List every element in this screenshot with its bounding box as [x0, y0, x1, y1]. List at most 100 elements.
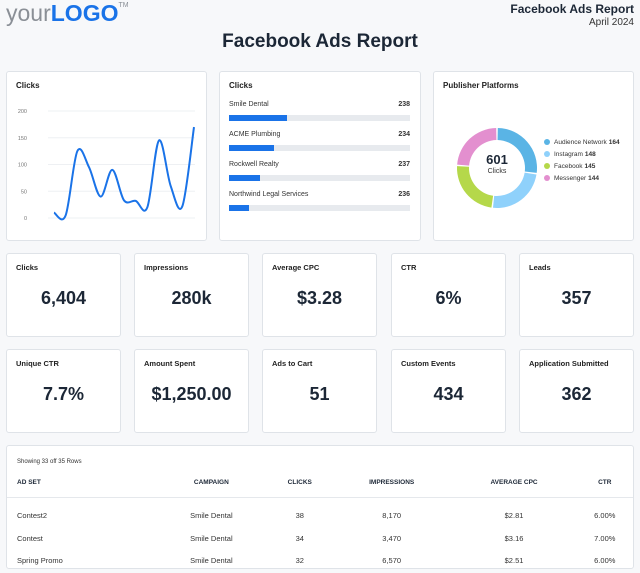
bar-row: ACME Plumbing 234: [229, 131, 410, 151]
line-chart-card: Clicks 200 150 100 50 0: [6, 71, 207, 241]
bar-row: Northwind Legal Services 236: [229, 191, 410, 211]
legend-label: Messenger: [554, 175, 587, 182]
bar-track: [229, 145, 410, 151]
clicks-line: [53, 126, 195, 221]
kpi-label: Clicks: [16, 263, 39, 272]
kpi-card-average-cpc: Average CPC $3.28: [262, 253, 377, 337]
table-cell: 34: [295, 533, 304, 543]
kpi-card-ads-to-cart: Ads to Cart 51: [262, 349, 377, 433]
column-header[interactable]: AD SET: [7, 469, 156, 498]
legend-label: Instagram: [554, 151, 583, 158]
kpi-card-ctr: CTR 6%: [391, 253, 506, 337]
legend-dot: [544, 163, 550, 169]
table-row: Contest Smile Dental 34 3,470 $3.16 7.00%: [7, 527, 633, 549]
column-header[interactable]: CAMPAIGN: [155, 469, 268, 498]
kpi-value: $1,250.00: [151, 384, 232, 404]
kpi-card-unique-ctr: Unique CTR 7.7%: [6, 349, 121, 433]
legend-dot: [544, 151, 550, 157]
donut-chart: [457, 128, 537, 208]
table-cell: 38: [295, 510, 304, 520]
column-header[interactable]: AVERAGE CPC: [451, 469, 577, 498]
table-cell: 8,170: [382, 510, 402, 520]
kpi-value: 51: [309, 384, 330, 404]
bar-row: Smile Dental 238: [229, 101, 410, 121]
kpi-label: Ads to Cart: [272, 359, 313, 368]
bar-value: 234: [398, 131, 410, 138]
bar-track: [229, 175, 410, 181]
bar-fill: [229, 145, 275, 151]
kpi-label: CTR: [401, 263, 417, 272]
table-cell: 6.00%: [594, 510, 616, 520]
bar-fill: [229, 205, 249, 211]
bar-label: Northwind Legal Services: [229, 191, 309, 198]
bar-label: ACME Plumbing: [229, 131, 281, 138]
kpi-card-custom-events: Custom Events 434: [391, 349, 506, 433]
logo: yourLOGOTM: [6, 0, 129, 27]
bar-value: 238: [398, 101, 410, 108]
table-cell: Contest: [17, 533, 43, 543]
legend-value: 145: [584, 163, 596, 170]
legend-value: 144: [588, 175, 600, 182]
bar-chart-card: Clicks Smile Dental 238 ACME Plumbing 234 Ro…: [219, 71, 421, 241]
donut-slice: [457, 128, 497, 166]
y-tick-label: 200: [18, 109, 27, 115]
bar-track: [229, 115, 410, 121]
table-cell: 32: [295, 555, 304, 565]
kpi-label: Leads: [529, 263, 551, 272]
kpi-card-leads: Leads 357: [519, 253, 634, 337]
legend-label: Audience Network: [554, 139, 607, 146]
column-header[interactable]: CLICKS: [267, 469, 332, 498]
kpi-value: 357: [561, 288, 592, 308]
donut-slice: [497, 128, 537, 173]
report-date: April 2024: [588, 17, 634, 28]
donut-center-value: 601: [486, 152, 508, 167]
table-cell: 6,570: [382, 555, 402, 565]
kpi-label: Amount Spent: [144, 359, 196, 368]
kpi-value: 280k: [171, 288, 212, 308]
ad-sets-table: AD SET CAMPAIGN CLICKS IMPRESSIONS AVERAGE C…: [7, 469, 633, 571]
bar-label: Smile Dental: [229, 101, 269, 108]
table-cell: Contest2: [17, 510, 48, 520]
bar-fill: [229, 175, 260, 181]
kpi-card-amount-spent: Amount Spent $1,250.00: [134, 349, 249, 433]
card-title: Publisher Platforms: [443, 81, 519, 90]
line-chart: 200 150 100 50 0: [18, 109, 195, 222]
page-title: Facebook Ads Report: [222, 31, 418, 52]
donut-slice: [492, 172, 537, 208]
column-header[interactable]: IMPRESSIONS: [331, 469, 452, 498]
card-title: Clicks: [16, 81, 40, 90]
kpi-value: 6%: [435, 288, 462, 308]
logo-brand: LOGO: [50, 0, 119, 26]
kpi-label: Custom Events: [401, 359, 456, 368]
y-tick-label: 150: [18, 136, 27, 142]
kpi-value: $3.28: [296, 288, 343, 308]
kpi-label: Average CPC: [272, 263, 320, 272]
kpi-card-impressions: Impressions 280k: [134, 253, 249, 337]
kpi-card-clicks: Clicks 6,404: [6, 253, 121, 337]
table-cell: Spring Promo: [17, 555, 63, 565]
bar-value: 237: [398, 161, 410, 168]
table-cell: Smile Dental: [190, 510, 233, 520]
report-name: Facebook Ads Report: [510, 2, 634, 16]
logo-prefix: your: [6, 0, 51, 26]
table-cell: $3.16: [504, 533, 524, 543]
kpi-value: 434: [433, 384, 464, 404]
legend-dot: [544, 139, 550, 145]
table-cell: 7.00%: [594, 533, 616, 543]
legend-item: Audience Network 164: [544, 139, 620, 146]
bar-value: 236: [398, 191, 410, 198]
donut-center-label: Clicks: [487, 168, 507, 175]
table-row: Spring Promo Smile Dental 32 6,570 $2.51 6.00…: [7, 549, 633, 571]
legend-value: 148: [584, 151, 596, 158]
legend-value: 164: [608, 139, 620, 146]
table-cell: 6.00%: [594, 555, 616, 565]
table-cell: $2.81: [504, 510, 524, 520]
kpi-label: Application Submitted: [529, 359, 609, 368]
bar-track: [229, 205, 410, 211]
column-header[interactable]: CTR: [576, 469, 633, 498]
legend-dot: [544, 175, 550, 181]
legend-item: Facebook 145: [544, 163, 595, 170]
kpi-card-application-submitted: Application Submitted 362: [519, 349, 634, 433]
table-cell: Smile Dental: [190, 533, 233, 543]
legend-label: Facebook: [554, 163, 583, 170]
